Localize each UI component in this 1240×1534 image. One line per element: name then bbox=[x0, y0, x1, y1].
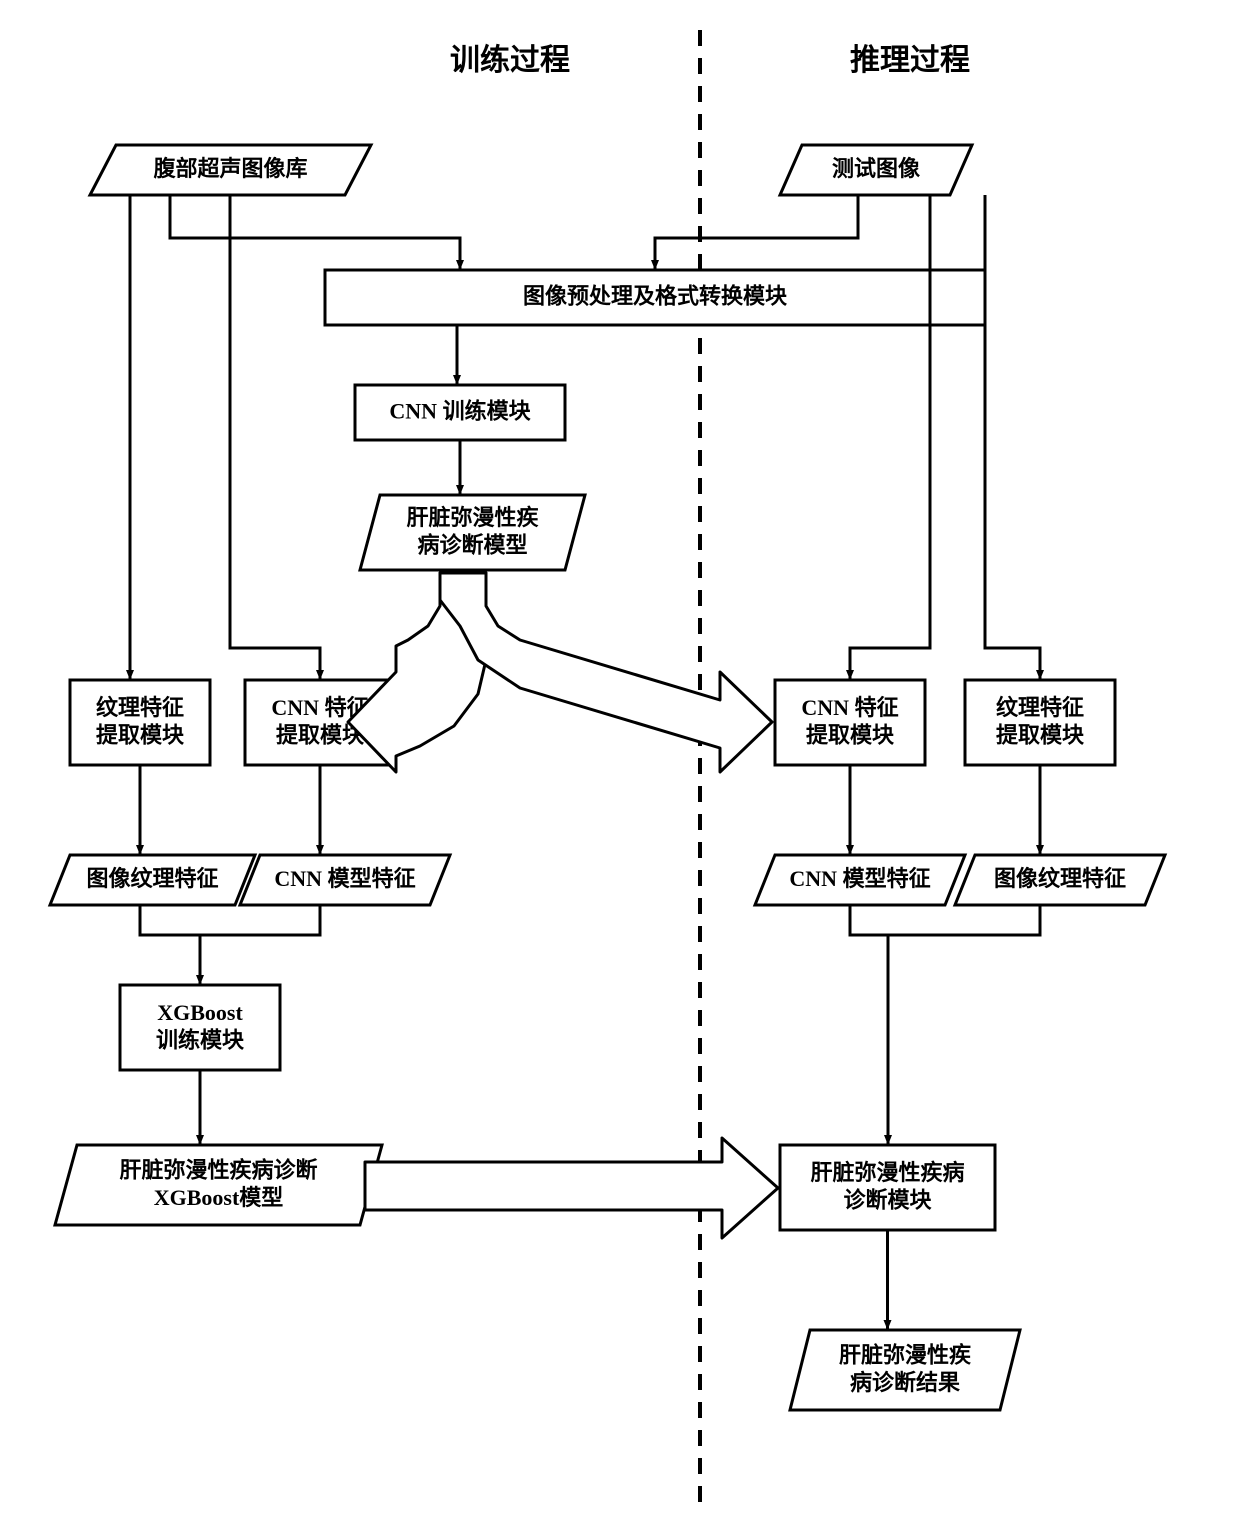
elbow-arrow-4 bbox=[850, 195, 930, 680]
node-tex_feat_l: 图像纹理特征 bbox=[50, 855, 255, 905]
node-tex_feat_l-line0: 图像纹理特征 bbox=[86, 866, 218, 891]
node-xgb_train-line1: 训练模块 bbox=[156, 1027, 245, 1052]
node-result-line1: 病诊断结果 bbox=[850, 1370, 960, 1395]
node-diag_mod_r-line0: 肝脏弥漫性疾病 bbox=[810, 1160, 964, 1185]
node-diag_model-line1: 病诊断模型 bbox=[417, 532, 527, 557]
node-tex_feat_r: 图像纹理特征 bbox=[955, 855, 1165, 905]
node-cnn_mod_r-line1: 提取模块 bbox=[806, 722, 895, 747]
node-tex_mod_r: 纹理特征提取模块 bbox=[965, 680, 1115, 765]
node-db_test-line0: 测试图像 bbox=[832, 156, 921, 181]
elbow-arrow-0 bbox=[170, 195, 460, 270]
node-db_train: 腹部超声图像库 bbox=[90, 145, 371, 195]
node-preproc: 图像预处理及格式转换模块 bbox=[325, 270, 985, 325]
node-cnn_mod_r-line0: CNN 特征 bbox=[801, 695, 898, 720]
node-diag_mod_r-line1: 诊断模块 bbox=[843, 1187, 932, 1212]
node-xgb_train: XGBoost训练模块 bbox=[120, 985, 280, 1070]
training-title: 训练过程 bbox=[450, 43, 570, 77]
node-cnn_mod_r: CNN 特征提取模块 bbox=[775, 680, 925, 765]
hollow-arrow-2 bbox=[365, 1138, 778, 1238]
node-xgb_model-line1: XGBoost模型 bbox=[154, 1185, 284, 1210]
elbow-arrow-1 bbox=[655, 195, 858, 270]
node-diag_mod_r: 肝脏弥漫性疾病诊断模块 bbox=[780, 1145, 995, 1230]
hollow-arrow-1 bbox=[440, 573, 772, 772]
node-preproc-line0: 图像预处理及格式转换模块 bbox=[523, 284, 788, 309]
node-tex_mod_l-line0: 纹理特征 bbox=[96, 695, 184, 720]
node-tex_mod_r-line1: 提取模块 bbox=[996, 722, 1085, 747]
node-xgb_train-line0: XGBoost bbox=[157, 1000, 243, 1025]
node-db_train-line0: 腹部超声图像库 bbox=[153, 156, 307, 181]
node-cnn_feat_r-line0: CNN 模型特征 bbox=[789, 866, 930, 891]
elbow-arrow-3 bbox=[230, 195, 320, 680]
node-tex_feat_r-line0: 图像纹理特征 bbox=[994, 866, 1126, 891]
node-tex_mod_r-line0: 纹理特征 bbox=[996, 695, 1084, 720]
node-cnn_feat_l: CNN 模型特征 bbox=[240, 855, 450, 905]
node-tex_mod_l: 纹理特征提取模块 bbox=[70, 680, 210, 765]
elbow-arrow-5 bbox=[985, 195, 1040, 680]
node-xgb_model: 肝脏弥漫性疾病诊断 XGBoost模型 bbox=[55, 1145, 382, 1225]
node-result: 肝脏弥漫性疾病诊断结果 bbox=[790, 1330, 1020, 1410]
node-db_test: 测试图像 bbox=[780, 145, 972, 195]
node-diag_model-line0: 肝脏弥漫性疾 bbox=[406, 505, 538, 530]
inference-title: 推理过程 bbox=[850, 44, 970, 77]
node-cnn_feat_l-line0: CNN 模型特征 bbox=[274, 866, 415, 891]
node-xgb_model-line0: 肝脏弥漫性疾病诊断 bbox=[119, 1157, 317, 1182]
node-diag_model: 肝脏弥漫性疾病诊断模型 bbox=[360, 495, 585, 570]
node-cnn_train-line0: CNN 训练模块 bbox=[389, 399, 531, 424]
elbow-arrow-8 bbox=[850, 905, 1040, 935]
node-cnn_train: CNN 训练模块 bbox=[355, 385, 565, 440]
node-result-line0: 肝脏弥漫性疾 bbox=[839, 1342, 971, 1367]
node-tex_mod_l-line1: 提取模块 bbox=[96, 722, 185, 747]
elbow-arrow-6 bbox=[140, 905, 320, 935]
node-cnn_feat_r: CNN 模型特征 bbox=[755, 855, 965, 905]
